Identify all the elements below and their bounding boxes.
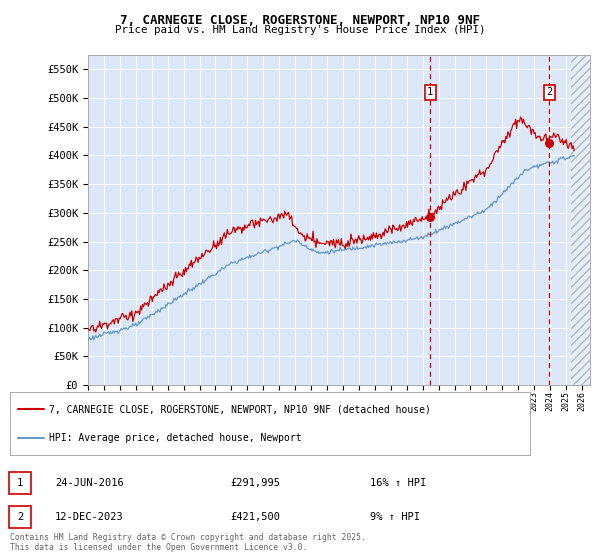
Bar [571, 55, 590, 385]
Text: 2: 2 [546, 87, 553, 97]
Bar [571, 55, 590, 385]
Text: £291,995: £291,995 [230, 478, 280, 488]
Text: 7, CARNEGIE CLOSE, ROGERSTONE, NEWPORT, NP10 9NF: 7, CARNEGIE CLOSE, ROGERSTONE, NEWPORT, … [120, 14, 480, 27]
Text: 1: 1 [17, 478, 23, 488]
Text: Contains HM Land Registry data © Crown copyright and database right 2025.
This d: Contains HM Land Registry data © Crown c… [10, 533, 366, 552]
Text: 7, CARNEGIE CLOSE, ROGERSTONE, NEWPORT, NP10 9NF (detached house): 7, CARNEGIE CLOSE, ROGERSTONE, NEWPORT, … [49, 404, 431, 414]
Text: £421,500: £421,500 [230, 512, 280, 522]
Text: 12-DEC-2023: 12-DEC-2023 [55, 512, 124, 522]
Text: 16% ↑ HPI: 16% ↑ HPI [370, 478, 426, 488]
Text: HPI: Average price, detached house, Newport: HPI: Average price, detached house, Newp… [49, 433, 302, 443]
Text: 24-JUN-2016: 24-JUN-2016 [55, 478, 124, 488]
Text: Price paid vs. HM Land Registry's House Price Index (HPI): Price paid vs. HM Land Registry's House … [115, 25, 485, 35]
Text: 1: 1 [427, 87, 433, 97]
Text: 9% ↑ HPI: 9% ↑ HPI [370, 512, 420, 522]
Text: 2: 2 [17, 512, 23, 522]
